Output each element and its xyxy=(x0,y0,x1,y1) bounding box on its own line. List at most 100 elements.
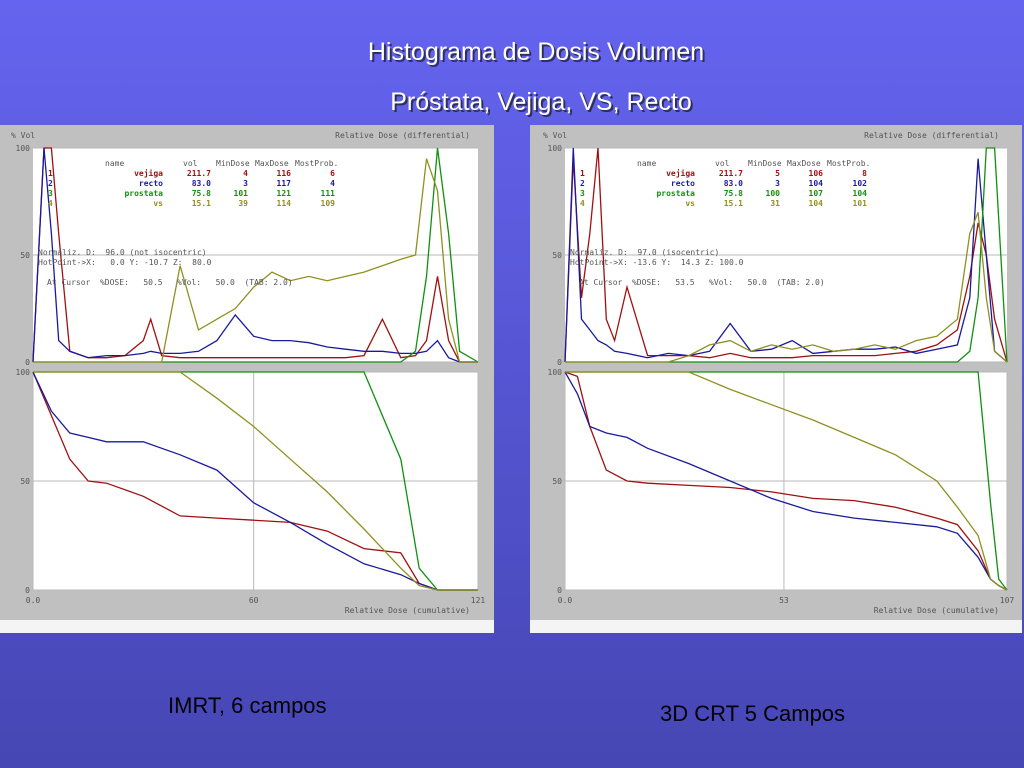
x-axis-label: Relative Dose (differential) xyxy=(864,131,999,140)
table-cell: 211.7 xyxy=(719,169,743,178)
y-tick-label: 100 xyxy=(16,144,31,153)
table-cell: 83.0 xyxy=(724,179,743,188)
subtitle-shadow: Próstata, Vejiga, VS, Recto xyxy=(392,90,694,118)
table-header: name xyxy=(105,159,124,168)
table-cell: 3 xyxy=(243,179,248,188)
table-cell: recto xyxy=(139,179,163,188)
table-cell: 109 xyxy=(321,199,336,208)
table-cell: 31 xyxy=(770,199,780,208)
x-axis-label: Relative Dose (differential) xyxy=(335,131,470,140)
panel-strip xyxy=(530,620,1022,633)
table-cell: 1 xyxy=(48,169,53,178)
annotation: Normaliz. D: 97.0 (isocentric) xyxy=(570,248,719,257)
y-tick-label: 0 xyxy=(25,358,30,367)
table-header: MaxDose xyxy=(255,159,289,168)
table-cell: prostata xyxy=(656,189,695,198)
y-tick-label: 0 xyxy=(25,586,30,595)
table-cell: 117 xyxy=(277,179,292,188)
table-cell: 4 xyxy=(243,169,248,178)
x-tick-label: 0.0 xyxy=(558,596,573,605)
x-axis-label: Relative Dose (cumulative) xyxy=(874,606,999,615)
caption: 3D CRT 5 Campos xyxy=(660,701,845,726)
table-cell: 39 xyxy=(238,199,248,208)
series-line xyxy=(33,158,478,363)
table-cell: vejiga xyxy=(666,168,695,178)
y-tick-label: 0 xyxy=(557,586,562,595)
series-line xyxy=(32,147,478,363)
annotation: HotPoint->X: 0.0 Y: -10.7 Z: 80.0 xyxy=(38,258,212,267)
y-tick-label: 100 xyxy=(548,368,563,377)
table-cell: 100 xyxy=(766,189,781,198)
caption: IMRT, 6 campos xyxy=(168,693,327,718)
table-cell: vs xyxy=(685,199,695,208)
x-tick-label: 0.0 xyxy=(26,596,41,605)
annotation: Normaliz. D: 96.0 (not isocentric) xyxy=(38,248,207,257)
y-tick-label: 50 xyxy=(552,251,562,260)
series-line xyxy=(564,371,1008,591)
x-tick-label: 107 xyxy=(1000,596,1015,605)
table-cell: 101 xyxy=(234,189,249,198)
table-cell: 211.7 xyxy=(187,169,211,178)
table-cell: 104 xyxy=(853,189,868,198)
table-cell: 83.0 xyxy=(192,179,211,188)
table-cell: 106 xyxy=(809,169,824,178)
x-axis-label: Relative Dose (cumulative) xyxy=(345,606,470,615)
series-line xyxy=(33,371,478,591)
table-cell: 5 xyxy=(775,169,780,178)
x-tick-label: 60 xyxy=(249,596,259,605)
table-cell: 101 xyxy=(853,199,868,208)
table-cell: 2 xyxy=(580,179,585,188)
series-line xyxy=(564,147,1008,363)
table-cell: vs xyxy=(153,199,163,208)
table-cell: 121 xyxy=(277,189,292,198)
slide-subtitle: Próstata, Vejiga, VS, Recto xyxy=(390,88,692,116)
table-cell: 4 xyxy=(48,199,53,208)
table-header: MaxDose xyxy=(787,159,821,168)
annotation: At Cursor %DOSE: 53.5 %Vol: 50.0 (TAB: 2… xyxy=(579,278,825,287)
table-cell: 8 xyxy=(862,169,867,178)
table-cell: 3 xyxy=(48,189,53,198)
table-cell: vejiga xyxy=(134,168,163,178)
y-tick-label: 100 xyxy=(548,144,563,153)
table-cell: 15.1 xyxy=(724,199,743,208)
table-header: MostProb. xyxy=(827,159,870,168)
table-header: MinDose xyxy=(748,159,782,168)
table-cell: 75.8 xyxy=(192,189,211,198)
x-tick-label: 121 xyxy=(471,596,486,605)
series-line xyxy=(565,371,1008,591)
table-cell: 3 xyxy=(580,189,585,198)
y-tick-label: 50 xyxy=(552,477,562,486)
table-header: MinDose xyxy=(216,159,250,168)
annotation: HotPoint->X: -13.6 Y: 14.3 Z: 100.0 xyxy=(570,258,744,267)
table-cell: 111 xyxy=(321,189,336,198)
title-shadow: Histograma de Dosis Volumen xyxy=(370,40,706,68)
table-cell: 4 xyxy=(580,199,585,208)
table-cell: 75.8 xyxy=(724,189,743,198)
table-header: vol xyxy=(183,159,198,168)
table-cell: 15.1 xyxy=(192,199,211,208)
table-cell: 107 xyxy=(809,189,824,198)
table-cell: 1 xyxy=(580,169,585,178)
table-cell: 6 xyxy=(330,169,335,178)
annotation: At Cursor %DOSE: 50.5 %Vol: 50.0 (TAB: 2… xyxy=(47,278,293,287)
series-line xyxy=(32,371,478,591)
table-cell: 116 xyxy=(277,169,292,178)
table-header: MostProb. xyxy=(295,159,338,168)
table-cell: recto xyxy=(671,179,695,188)
y-axis-label: % Vol xyxy=(543,131,567,140)
table-cell: prostata xyxy=(124,189,163,198)
series-line xyxy=(564,147,1008,363)
x-tick-label: 53 xyxy=(779,596,789,605)
y-tick-label: 50 xyxy=(20,477,30,486)
table-cell: 104 xyxy=(809,199,824,208)
table-cell: 3 xyxy=(775,179,780,188)
slide-title: Histograma de Dosis Volumen xyxy=(368,38,704,66)
table-cell: 4 xyxy=(330,179,335,188)
panel-strip xyxy=(0,620,494,633)
series-line xyxy=(565,211,1008,363)
series-line xyxy=(564,371,1008,591)
table-cell: 2 xyxy=(48,179,53,188)
table-cell: 104 xyxy=(809,179,824,188)
series-line xyxy=(32,371,478,591)
